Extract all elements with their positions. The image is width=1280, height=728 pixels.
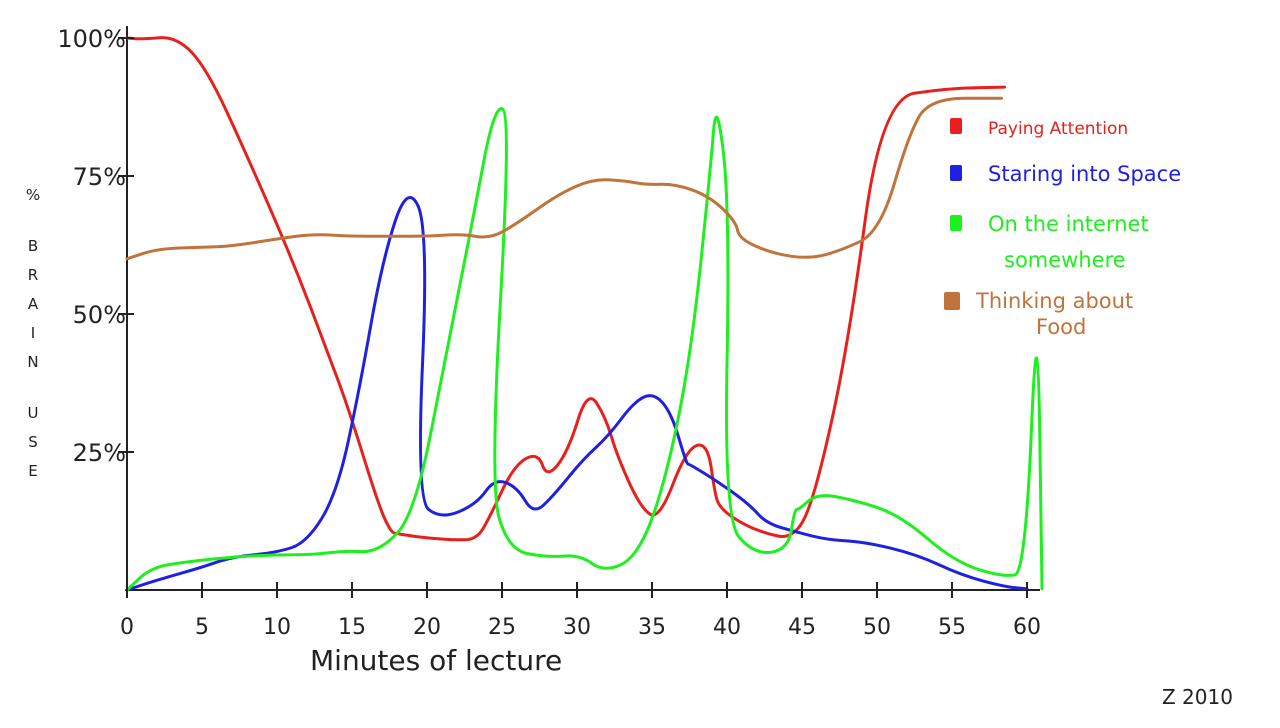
x-tick-label-20: 20 — [413, 615, 441, 640]
series-layer — [125, 36, 1044, 592]
y-tick-label-25: 25% — [73, 439, 126, 467]
series-line-paying-attention — [125, 36, 1006, 542]
legend-label-on-the-internet-somewhere: On the internet somewhere — [988, 212, 1149, 272]
signature: Z 2010 — [1162, 685, 1233, 709]
legend-swatch-paying-attention — [950, 118, 962, 134]
x-tick-label-35: 35 — [638, 615, 666, 640]
y-axis-title-char: S — [28, 433, 38, 451]
y-axis-title-char: B — [28, 237, 38, 255]
y-axis-title-char: R — [28, 266, 38, 284]
legend-swatch-staring-into-space — [950, 165, 962, 181]
x-tick-label-40: 40 — [713, 615, 741, 640]
x-tick-label-50: 50 — [863, 615, 891, 640]
y-axis-title-char: N — [27, 353, 38, 371]
x-tick-label-0: 0 — [120, 615, 134, 640]
x-tick-label-60: 60 — [1013, 615, 1041, 640]
x-tick-label-30: 30 — [563, 615, 591, 640]
ticks-layer: 0 5 10 15 20 25 30 35 40 45 50 55 60 25% 50% 75% 100% — [57, 25, 1041, 640]
x-tick-label-45: 45 — [788, 615, 816, 640]
y-axis-title-char: E — [28, 462, 37, 480]
x-tick-label-25: 25 — [488, 615, 516, 640]
y-tick-label-100: 100% — [57, 25, 126, 53]
x-axis-title: Minutes of lecture — [310, 644, 562, 677]
series-line-on-the-internet-somewhere — [125, 107, 1044, 592]
legend-label-staring-into-space: Staring into Space — [988, 162, 1181, 186]
x-tick-label-5: 5 — [195, 615, 209, 640]
x-tick-label-55: 55 — [938, 615, 966, 640]
legend-swatch-thinking-about-food — [944, 292, 960, 310]
y-axis-title-char: % — [26, 186, 40, 204]
y-tick-label-50: 50% — [73, 301, 126, 329]
series-line-thinking-about-food — [125, 96, 1003, 261]
legend-label-paying-attention: Paying Attention — [988, 119, 1128, 139]
y-axis-title-char: U — [28, 404, 39, 422]
x-tick-label-10: 10 — [263, 615, 291, 640]
legend-label-thinking-about-food: Thinking about Food — [975, 289, 1133, 339]
x-tick-label-15: 15 — [338, 615, 366, 640]
series-line-staring-into-space — [125, 196, 1029, 592]
y-axis-title-char: A — [28, 295, 39, 313]
legend-swatch-on-the-internet-somewhere — [950, 215, 962, 231]
legend: Paying Attention Staring into Space On the… — [944, 118, 1181, 339]
y-axis-title-char: I — [31, 324, 35, 342]
y-tick-label-75: 75% — [73, 163, 126, 191]
